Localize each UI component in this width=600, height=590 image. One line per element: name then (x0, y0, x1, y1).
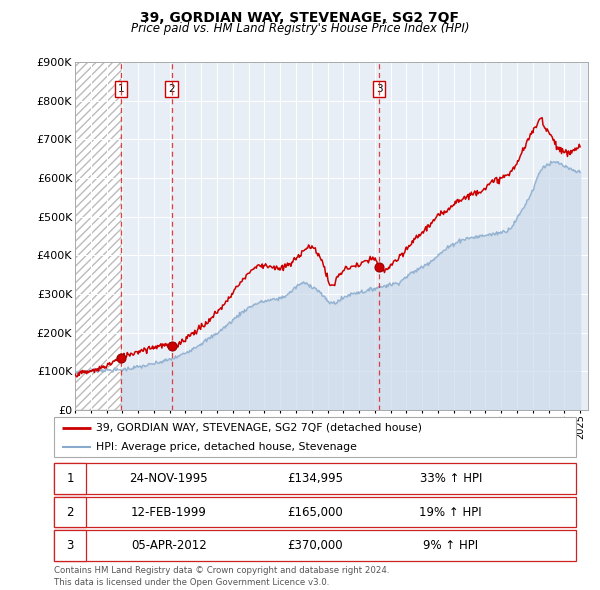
Text: 1: 1 (118, 84, 124, 94)
Text: 19% ↑ HPI: 19% ↑ HPI (419, 506, 482, 519)
Text: 3: 3 (67, 539, 74, 552)
FancyBboxPatch shape (54, 530, 576, 561)
FancyBboxPatch shape (54, 497, 86, 527)
Text: £165,000: £165,000 (287, 506, 343, 519)
Text: 24-NOV-1995: 24-NOV-1995 (130, 472, 208, 485)
Text: 33% ↑ HPI: 33% ↑ HPI (419, 472, 482, 485)
Text: 39, GORDIAN WAY, STEVENAGE, SG2 7QF: 39, GORDIAN WAY, STEVENAGE, SG2 7QF (140, 11, 460, 25)
Text: 3: 3 (376, 84, 382, 94)
Text: £370,000: £370,000 (287, 539, 343, 552)
FancyBboxPatch shape (54, 497, 576, 527)
Text: 9% ↑ HPI: 9% ↑ HPI (423, 539, 478, 552)
FancyBboxPatch shape (54, 530, 86, 561)
FancyBboxPatch shape (54, 463, 86, 494)
Text: Price paid vs. HM Land Registry's House Price Index (HPI): Price paid vs. HM Land Registry's House … (131, 22, 469, 35)
FancyBboxPatch shape (54, 417, 576, 457)
Text: 39, GORDIAN WAY, STEVENAGE, SG2 7QF (detached house): 39, GORDIAN WAY, STEVENAGE, SG2 7QF (det… (96, 422, 422, 432)
Text: 05-APR-2012: 05-APR-2012 (131, 539, 207, 552)
Text: 2: 2 (168, 84, 175, 94)
Text: 12-FEB-1999: 12-FEB-1999 (131, 506, 207, 519)
Text: HPI: Average price, detached house, Stevenage: HPI: Average price, detached house, Stev… (96, 442, 356, 452)
FancyBboxPatch shape (54, 463, 576, 494)
Text: 1: 1 (67, 472, 74, 485)
Text: 2: 2 (67, 506, 74, 519)
Bar (75, 62, 121, 410)
Text: £134,995: £134,995 (287, 472, 343, 485)
Text: Contains HM Land Registry data © Crown copyright and database right 2024.
This d: Contains HM Land Registry data © Crown c… (54, 566, 389, 587)
